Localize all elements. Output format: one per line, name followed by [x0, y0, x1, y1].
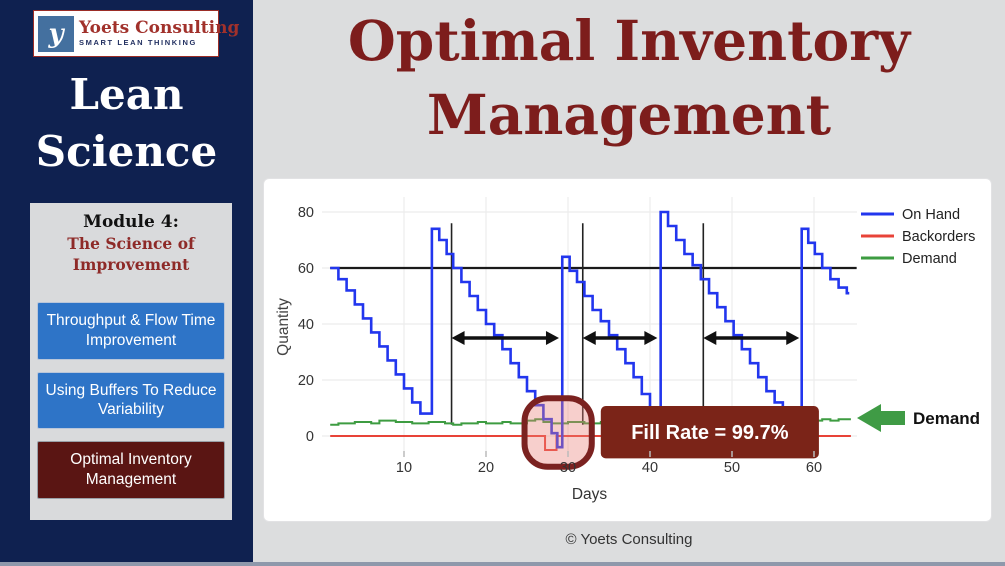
fill-rate-label: Fill Rate = 99.7%: [631, 422, 789, 444]
demand-arrow-icon: [857, 404, 905, 432]
module-nav: Throughput & Flow Time Improvement Using …: [30, 301, 232, 499]
logo-text: Yoets Consulting SMART LEAN THINKING: [79, 20, 239, 47]
on-hand-line: [330, 210, 850, 449]
y-tick-label: 20: [298, 373, 314, 389]
y-tick-label: 0: [306, 429, 314, 445]
x-axis-title: Days: [572, 486, 608, 503]
module-label: Module 4:: [83, 212, 179, 232]
main-area: Optimal Inventory Management Fill Rate =…: [253, 0, 1005, 566]
fill-rate-box: [600, 406, 819, 459]
sidebar-item-using-buffers-to-reduce-variability[interactable]: Using Buffers To Reduce Variability: [37, 371, 225, 430]
x-tick-label: 40: [642, 460, 658, 476]
footer-copyright: © Yoets Consulting: [565, 531, 693, 548]
bottom-strip: [0, 562, 1005, 566]
x-tick-label: 60: [806, 460, 822, 476]
arrowhead-right-icon: [545, 331, 559, 345]
sidebar-item-throughput-flow-time-improvement[interactable]: Throughput & Flow Time Improvement: [37, 301, 225, 360]
logo-glyph: y: [48, 18, 64, 49]
course-title-line1: Lean: [69, 70, 184, 119]
legend-label-on_hand: On Hand: [902, 207, 960, 223]
sidebar: y Yoets Consulting SMART LEAN THINKING L…: [0, 0, 253, 562]
inventory-simulation-chart: Fill Rate = 99.7% Demand 10 20 30 40 50 60 0 20 40…: [275, 197, 980, 503]
logo-icon: y: [38, 15, 74, 52]
x-tick-label: 50: [724, 460, 740, 476]
y-tick-label: 40: [298, 317, 314, 333]
stockout-highlight: [521, 395, 595, 470]
chart-panel: Fill Rate = 99.7% Demand 10 20 30 40 50 60 0 20 40…: [263, 178, 992, 522]
arrowhead-left-icon: [703, 331, 717, 345]
logo-name: Yoets Consulting: [79, 18, 240, 39]
page-title: Optimal Inventory Management: [253, 0, 1005, 152]
demand-arrow-label: Demand: [913, 409, 980, 428]
logo-tagline: SMART LEAN THINKING: [79, 38, 197, 48]
arrowhead-right-icon: [786, 331, 800, 345]
y-tick-label: 80: [298, 205, 314, 221]
legend-label-backorders: Backorders: [902, 229, 975, 245]
sidebar-item-optimal-inventory-management[interactable]: Optimal Inventory Management: [37, 441, 225, 499]
arrowhead-left-icon: [451, 331, 465, 345]
module-title: The Science of Improvement: [67, 234, 195, 274]
y-axis-title: Quantity: [275, 298, 292, 356]
y-tick-label: 60: [298, 261, 314, 277]
arrowhead-left-icon: [582, 331, 596, 345]
legend-label-demand: Demand: [902, 251, 957, 267]
arrowhead-right-icon: [644, 331, 658, 345]
x-tick-label: 30: [560, 460, 576, 476]
course-title: Lean Science: [0, 66, 253, 180]
module-panel: Module 4: The Science of Improvement Thr…: [30, 203, 232, 520]
course-title-line2: Science: [35, 127, 218, 176]
logo: y Yoets Consulting SMART LEAN THINKING: [33, 10, 239, 57]
page-title-line1: Optimal Inventory: [347, 8, 911, 73]
x-tick-label: 20: [478, 460, 494, 476]
page-title-line2: Management: [426, 82, 832, 147]
x-tick-label: 10: [396, 460, 412, 476]
